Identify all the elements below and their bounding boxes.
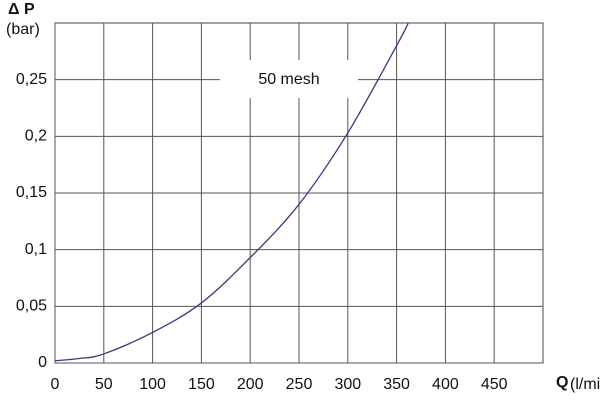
y-tick-label: 0 (38, 354, 47, 371)
x-tick-label: 300 (334, 376, 361, 393)
y-axis-label: Δ P (8, 1, 35, 18)
data-line (54, 22, 409, 362)
y-tick-label: 0,05 (16, 298, 47, 315)
y-tick-label: 0,25 (16, 71, 47, 88)
x-tick-label: 100 (139, 376, 166, 393)
y-tick-label: 0,15 (16, 184, 47, 201)
x-tick-label: 50 (95, 376, 113, 393)
x-axis-unit: (l/min) (570, 376, 600, 393)
x-tick-label: 250 (286, 376, 313, 393)
annotation: 50 mesh (258, 71, 319, 88)
x-tick-label: 450 (481, 376, 508, 393)
y-tick-label: 0,1 (25, 241, 47, 258)
annotation-box (220, 60, 358, 98)
x-tick-label: 400 (432, 376, 459, 393)
x-tick-label: 200 (237, 376, 264, 393)
x-tick-label: 0 (51, 376, 60, 393)
y-axis-unit: (bar) (6, 21, 40, 38)
x-axis-label: Q (556, 374, 568, 391)
y-tick-label: 0,2 (25, 128, 47, 145)
x-tick-label: 150 (188, 376, 215, 393)
x-tick-label: 350 (383, 376, 410, 393)
